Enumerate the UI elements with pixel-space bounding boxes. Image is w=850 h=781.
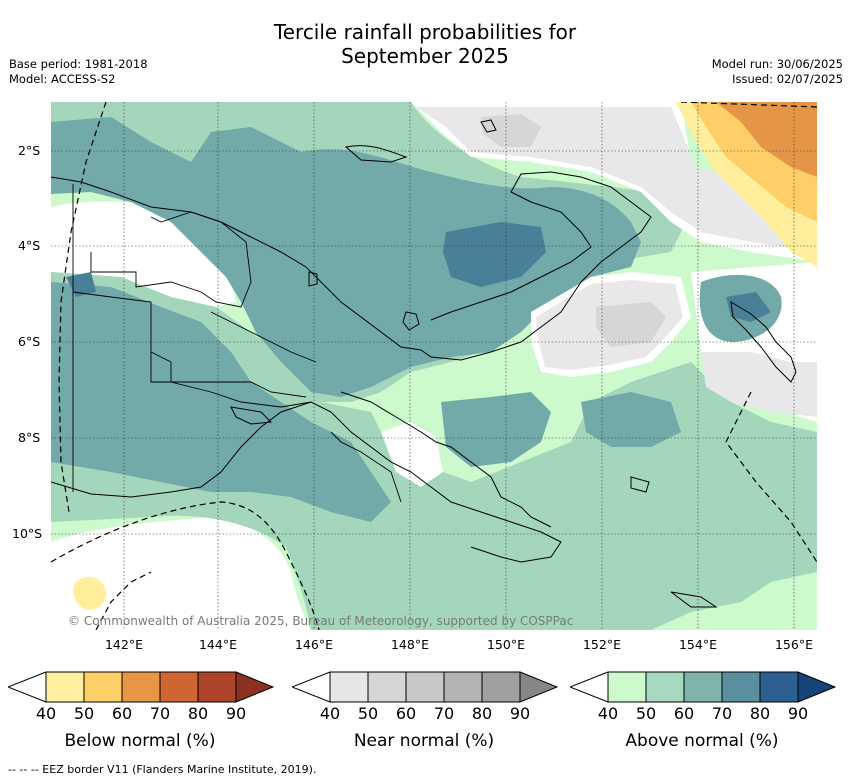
colorbar-swatch: [519, 671, 558, 703]
colorbar-tick: 60: [395, 704, 417, 723]
lon-label: 154°E: [678, 637, 717, 652]
colorbar-swatch: [684, 672, 722, 702]
below-40-sw: [73, 576, 106, 610]
near-normal-50-center: [596, 302, 666, 347]
colorbar-tick: 70: [149, 704, 171, 723]
colorbar-swatch: [198, 672, 236, 702]
coastlines: [51, 119, 797, 608]
colorbar-swatch: [368, 672, 406, 702]
colorbar-swatch: [760, 672, 798, 702]
lon-label: 146°E: [294, 637, 333, 652]
colorbar-swatch: [160, 672, 198, 702]
lat-label: 10°S: [12, 526, 43, 541]
colorbar-swatch: [8, 671, 47, 703]
lon-label: 148°E: [390, 637, 429, 652]
base-period-text: Base period: 1981-2018: [9, 57, 148, 71]
colorbar-tick: 90: [225, 704, 247, 723]
above-70-island: [726, 292, 771, 322]
colorbar-tick: 50: [357, 704, 379, 723]
colorbar-below-normal: [8, 671, 274, 703]
lon-label: 150°E: [486, 637, 525, 652]
above-70-west: [66, 272, 96, 297]
lon-label: 142°E: [104, 637, 143, 652]
meta-right: Model run: 30/06/2025 Issued: 02/07/2025: [712, 57, 843, 87]
colorbar-tick: 50: [73, 704, 95, 723]
above-60-center: [441, 392, 551, 467]
colorbar-tick: 40: [319, 704, 341, 723]
colorbar-tick: 90: [509, 704, 531, 723]
lat-label: 6°S: [18, 334, 41, 349]
lat-label: 4°S: [18, 238, 41, 253]
colorbar-tick: 80: [749, 704, 771, 723]
colorbar-swatch: [235, 671, 274, 703]
colorbar-swatch: [797, 671, 836, 703]
colorbar-near-swatches: [292, 671, 558, 703]
lat-label: 8°S: [18, 430, 41, 445]
colorbar-tick: 90: [787, 704, 809, 723]
colorbar-swatch: [292, 671, 331, 703]
lon-label: 152°E: [582, 637, 621, 652]
above-70-core: [443, 222, 546, 287]
colorbar-tick: 40: [35, 704, 57, 723]
colorbar-above-normal: [570, 671, 836, 703]
title-line-1: Tercile rainfall probabilities for: [273, 20, 577, 44]
colorbar-tick: 80: [187, 704, 209, 723]
colorbar-dividers: [83, 672, 199, 702]
colorbar-above-swatches: [570, 671, 836, 703]
colorbar-title-near: Near normal (%): [353, 731, 495, 751]
eez-footnote: -- -- -- EEZ border V11 (Flanders Marine…: [8, 763, 317, 776]
lon-label: 156°E: [774, 637, 813, 652]
colorbar-swatch: [122, 672, 160, 702]
issued-text: Issued: 02/07/2025: [732, 72, 843, 86]
colorbar-swatch: [84, 672, 122, 702]
model-text: Model: ACCESS-S2: [9, 72, 116, 86]
colorbar-swatch: [570, 671, 609, 703]
colorbar-tick: 40: [597, 704, 619, 723]
colorbar-swatch: [482, 672, 520, 702]
colorbar-tick: 60: [673, 704, 695, 723]
colorbar-swatch: [46, 672, 84, 702]
copyright-text: © Commonwealth of Australia 2025, Bureau…: [68, 614, 574, 628]
colorbar-swatch: [406, 672, 444, 702]
above-50-south: [51, 272, 817, 630]
colorbar-swatch: [608, 672, 646, 702]
above-60-north: [51, 117, 641, 397]
map-title: Tercile rainfall probabilities for Septe…: [0, 20, 850, 68]
colorbar-swatch: [444, 672, 482, 702]
colorbar-tick: 70: [711, 704, 733, 723]
colorbar-outline: [607, 671, 799, 703]
colorbar-swatch: [722, 672, 760, 702]
colorbar-title-below: Below normal (%): [64, 731, 216, 751]
colorbar-tick: 50: [635, 704, 657, 723]
near-normal-east: [701, 352, 817, 417]
colorbar-outline: [329, 671, 521, 703]
white-region-sw: [51, 517, 311, 630]
colorbar-dividers: [645, 672, 761, 702]
colorbar-title-above: Above normal (%): [625, 731, 779, 751]
colorbar-tick: 60: [111, 704, 133, 723]
eez-borders: [51, 102, 817, 630]
colorbar-tick: 80: [471, 704, 493, 723]
above-60-east: [581, 392, 681, 447]
below-60-ne: [716, 102, 817, 177]
near-normal-50-north: [481, 114, 541, 147]
probability-map: [51, 102, 817, 630]
lat-label: 2°S: [18, 143, 41, 158]
lon-label: 144°E: [198, 637, 237, 652]
colorbar-swatch: [330, 672, 368, 702]
colorbar-below-swatches: [8, 671, 274, 703]
colorbar-tick: 70: [433, 704, 455, 723]
colorbar-outline: [45, 671, 237, 703]
meta-left: Base period: 1981-2018 Model: ACCESS-S2: [9, 57, 148, 87]
white-region-center: [381, 422, 443, 487]
colorbar-near-normal: [292, 671, 558, 703]
graticule: [51, 102, 817, 630]
province-borders: [72, 184, 402, 503]
colorbar-swatch: [646, 672, 684, 702]
colorbar-dividers: [367, 672, 483, 702]
model-run-text: Model run: 30/06/2025: [711, 57, 843, 71]
title-line-2: September 2025: [341, 44, 509, 68]
map-panel[interactable]: [51, 102, 817, 630]
